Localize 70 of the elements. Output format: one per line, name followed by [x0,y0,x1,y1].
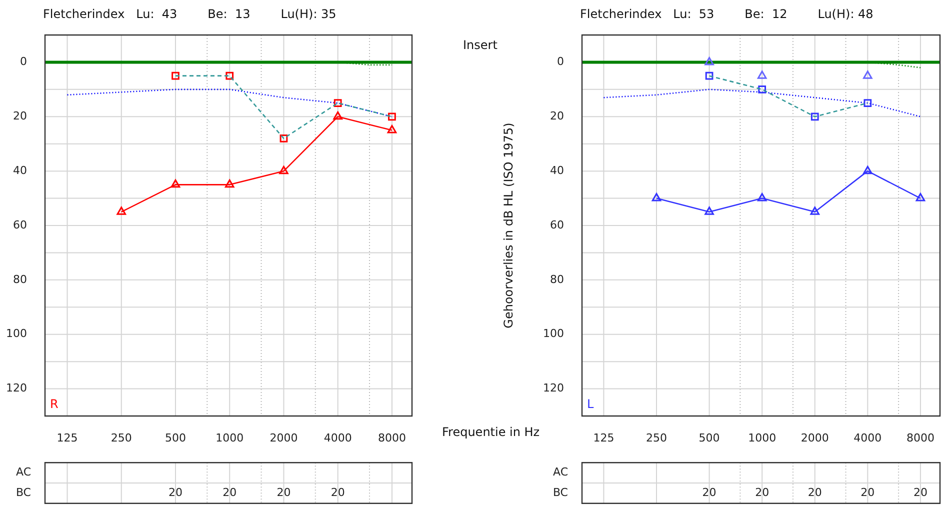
point [810,206,820,215]
data-label: 20 [222,486,237,500]
data-label: 20 [168,486,182,500]
chart-title: Fletcherindex Lu: 53 Be: 12 Lu(H): 48 [580,7,874,22]
data-label: 20 [860,486,875,500]
y-tick-label: 0 [557,55,564,68]
point [704,206,714,215]
point [863,166,872,174]
y-tick-label: 100 [543,327,564,340]
y-tick-label: 20 [13,110,27,122]
x-tick-label: 4000 [324,431,352,444]
point [226,72,234,80]
point [170,179,180,188]
point [224,179,234,188]
y-tick-label: 100 [6,327,27,340]
x-tick-label: 4000 [854,431,882,444]
x-tick-label: 250 [110,431,132,444]
y-tick-label: BC [552,486,568,500]
x-tick-label: 250 [646,431,667,444]
x-tick-label: 125 [56,431,78,444]
y-tick-label: BC [16,486,32,500]
y-tick-label: 20 [550,110,564,122]
data-label: 20 [330,486,345,500]
point [916,193,926,202]
x-axis-title: Frequentie in Hz [442,425,540,440]
chart-title: Fletcherindex Lu: 43 Be: 13 Lu(H): 35 [43,7,336,22]
data-label: 20 [913,486,928,500]
point [333,111,342,120]
y-tick-label: 0 [20,55,27,68]
data-label: 20 [276,486,291,500]
point [387,125,397,134]
point [704,56,714,66]
point [279,166,288,174]
y-axis-title: Gehoorverlies in dB HL (ISO 1975) [501,122,516,328]
point [864,99,872,107]
text: Insert [463,38,498,52]
point [280,134,288,142]
annotation: R [50,397,58,412]
y-tick-label: 40 [13,164,27,177]
point [388,112,396,121]
y-tick-label: 60 [13,218,27,232]
y-tick-label: 80 [550,272,564,286]
point [758,85,766,94]
point [757,193,767,202]
y-tick-label: 80 [13,272,27,286]
x-tick-label: 2000 [800,431,829,444]
y-tick-label: 120 [543,382,564,395]
point [810,112,819,121]
y-tick-label: AC [552,466,568,479]
x-tick-label: 1000 [216,431,244,444]
point [172,72,180,80]
x-tick-label: 8000 [906,431,934,444]
y-tick-label: AC [16,466,32,479]
y-tick-label: 40 [550,164,564,177]
x-tick-label: 500 [698,431,720,444]
data-label: 20 [808,486,822,500]
point [863,70,872,79]
point [334,99,342,107]
x-tick-label: 1000 [748,431,776,444]
x-tick-label: 2000 [270,431,298,444]
x-tick-label: 125 [593,431,614,444]
x-tick-label: 8000 [378,431,406,444]
data-label: 20 [755,486,770,500]
annotation: L [587,397,594,412]
data-label: 20 [702,486,716,500]
x-tick-label: 500 [164,431,186,444]
y-tick-label: 120 [6,382,27,395]
point [705,72,714,80]
point [757,70,767,79]
y-tick-label: 60 [550,218,564,232]
